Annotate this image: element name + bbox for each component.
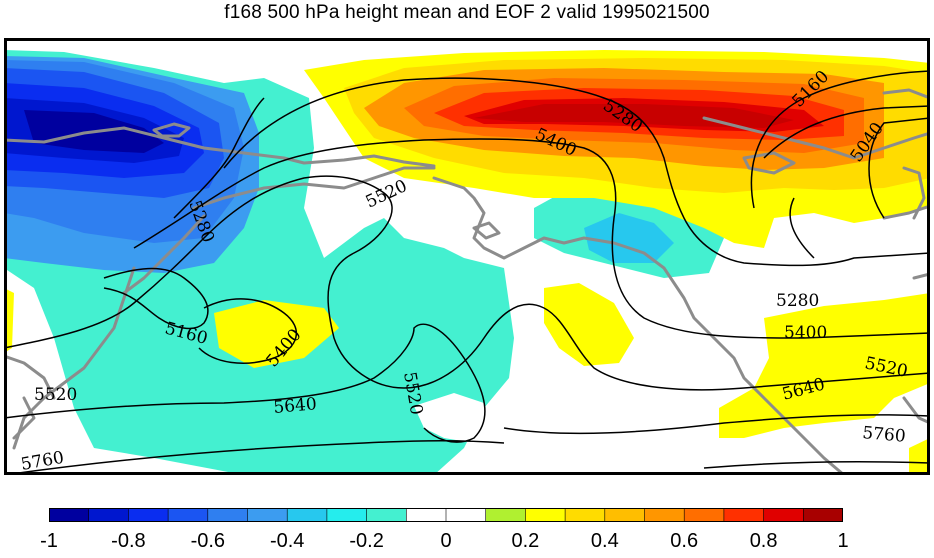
coastline-alaska — [432, 176, 846, 475]
contour-label: 5280 — [776, 291, 819, 311]
colorbar-tick-label: -0.2 — [349, 530, 384, 552]
coastline-alaska-west — [192, 166, 436, 210]
contour-5160-loop — [103, 267, 209, 330]
colorbar-tick-label: -0.6 — [190, 530, 226, 552]
eof-zero-hole — [414, 393, 494, 443]
contour-5280-west — [173, 97, 265, 219]
map-panel: 5280 5400 5160 5040 5520 5280 5160 5400 … — [4, 38, 930, 475]
colorbar-tick-label: 0.4 — [590, 530, 619, 552]
colorbar-cell — [247, 508, 289, 522]
colorbar-cell — [644, 508, 686, 522]
colorbar-tick-label: 0 — [440, 530, 452, 552]
colorbar-cell — [802, 508, 843, 522]
colorbar-border — [49, 508, 843, 522]
coastline-east-south — [902, 396, 930, 425]
coastline-japan — [12, 396, 36, 440]
colorbar-cell — [564, 508, 606, 522]
colorbar-cell — [485, 508, 527, 522]
contour-label: 5640 — [273, 394, 318, 418]
contour-5760 — [4, 440, 505, 475]
colorbar-tick-label: 0.6 — [670, 530, 699, 552]
coastline-canada-arctic — [702, 116, 930, 160]
coastline-north-asia — [4, 126, 436, 168]
eof-blue-central — [584, 213, 674, 263]
colorbar-cell — [723, 508, 765, 522]
coastline-greenland-2 — [902, 166, 926, 220]
map-border — [4, 38, 930, 475]
contour-5400 — [133, 138, 930, 339]
colorbar-cell — [366, 508, 408, 522]
colorbar-cell — [763, 508, 805, 522]
contour-label: 5520 — [34, 385, 77, 405]
coastline-hudson — [882, 204, 930, 220]
colorbar — [49, 508, 843, 522]
height-contours — [4, 70, 930, 475]
contour-5160-north — [750, 70, 930, 209]
coastline-china — [4, 354, 56, 400]
contour-5760-east — [703, 461, 930, 469]
colorbar-cell — [207, 508, 249, 522]
colorbar-tick-label: -0.4 — [269, 530, 305, 552]
contour-5160-north-b — [789, 197, 815, 259]
colorbar-cell — [167, 508, 209, 522]
eof-positive-yellow-east-edge — [909, 438, 930, 475]
colorbar-tick-labels: -1 -0.8 -0.6 -0.4 -0.2 0 0.2 0.4 0.6 0.8 1 — [0, 530, 934, 556]
coastline-alaska-islands — [472, 221, 501, 240]
contour-5520 — [4, 175, 930, 391]
colorbar-cell — [49, 508, 90, 522]
coastline-greenland — [882, 88, 930, 100]
coastline-island-1 — [152, 122, 191, 138]
coastline-aleutians — [122, 214, 206, 295]
colorbar-cell — [128, 508, 169, 522]
contour-5040-b — [868, 117, 930, 219]
colorbar-tick-label: 1 — [837, 530, 849, 552]
contour-label: 5400 — [784, 323, 827, 343]
colorbar-cell — [405, 508, 447, 522]
eof-positive-yellow-center — [544, 283, 634, 366]
contour-5640-east — [503, 414, 930, 435]
coastlines — [4, 88, 930, 475]
colorbar-cell — [88, 508, 130, 522]
colorbar-cell — [445, 508, 487, 522]
colorbar-cells — [49, 508, 843, 522]
contour-label: 5760 — [862, 423, 907, 447]
contour-5280-loop — [198, 298, 298, 364]
colorbar-cell — [604, 508, 646, 522]
colorbar-cell — [525, 508, 566, 522]
colorbar-cell — [326, 508, 368, 522]
page-title: f168 500 hPa height mean and EOF 2 valid… — [224, 2, 710, 23]
contour-5280-north — [223, 77, 930, 267]
eof-positive-yellow-east — [719, 293, 930, 438]
eof-positive-yellow-mid — [214, 300, 339, 368]
contour-5640 — [4, 323, 486, 443]
colorbar-tick-label: -1 — [40, 530, 58, 552]
colorbar-tick-label: 0.8 — [749, 530, 778, 552]
colorbar-tick-label: 0.2 — [511, 530, 540, 552]
colorbar-cell — [286, 508, 328, 522]
contour-5040 — [763, 105, 930, 159]
colorbar-tick-label: -0.8 — [111, 530, 146, 552]
colorbar-cell — [683, 508, 725, 522]
